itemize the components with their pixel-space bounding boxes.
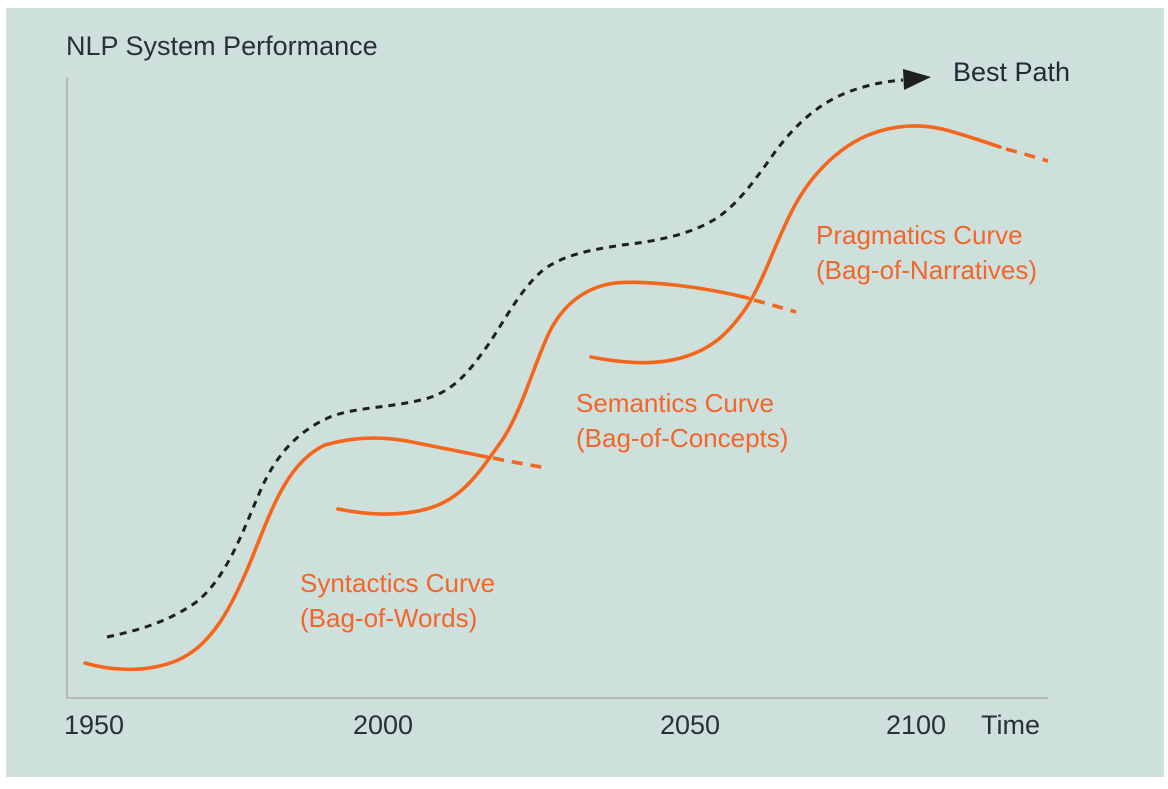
pragmatics-curve [589,124,1002,365]
best-path-arrow-icon [903,69,931,90]
pragmatics-curve-sub: (Bag-of-Narratives) [816,255,1038,285]
semantics-curve-name: Semantics Curve [576,388,774,418]
x-tick-2100: 2100 [886,710,947,740]
x-tick-1950: 1950 [64,710,125,740]
pragmatics-curve-name: Pragmatics Curve [816,220,1023,250]
syntactics-curve-name: Syntactics Curve [300,568,496,598]
best-path-label: Best Path [953,57,1071,87]
syntactics-curve-projection [492,456,548,470]
x-tick-2050: 2050 [660,710,721,740]
syntactics-curve [83,436,489,672]
chart-title: NLP System Performance [66,31,378,61]
semantics-curve [336,280,750,516]
semantics-curve-sub: (Bag-of-Concepts) [576,423,789,453]
best-path-curve [106,78,904,639]
semantics-curve-label: Semantics Curve (Bag-of-Concepts) [576,386,788,456]
syntactics-curve-sub: (Bag-of-Words) [300,603,478,633]
pragmatics-curve-projection [1005,147,1049,163]
syntactics-curve-label: Syntactics Curve (Bag-of-Words) [300,566,495,636]
pragmatics-curve-label: Pragmatics Curve (Bag-of-Narratives) [816,218,1037,288]
x-axis-label-time: Time [981,710,1040,740]
x-tick-2000: 2000 [353,710,414,740]
semantics-curve-projection [753,298,797,314]
